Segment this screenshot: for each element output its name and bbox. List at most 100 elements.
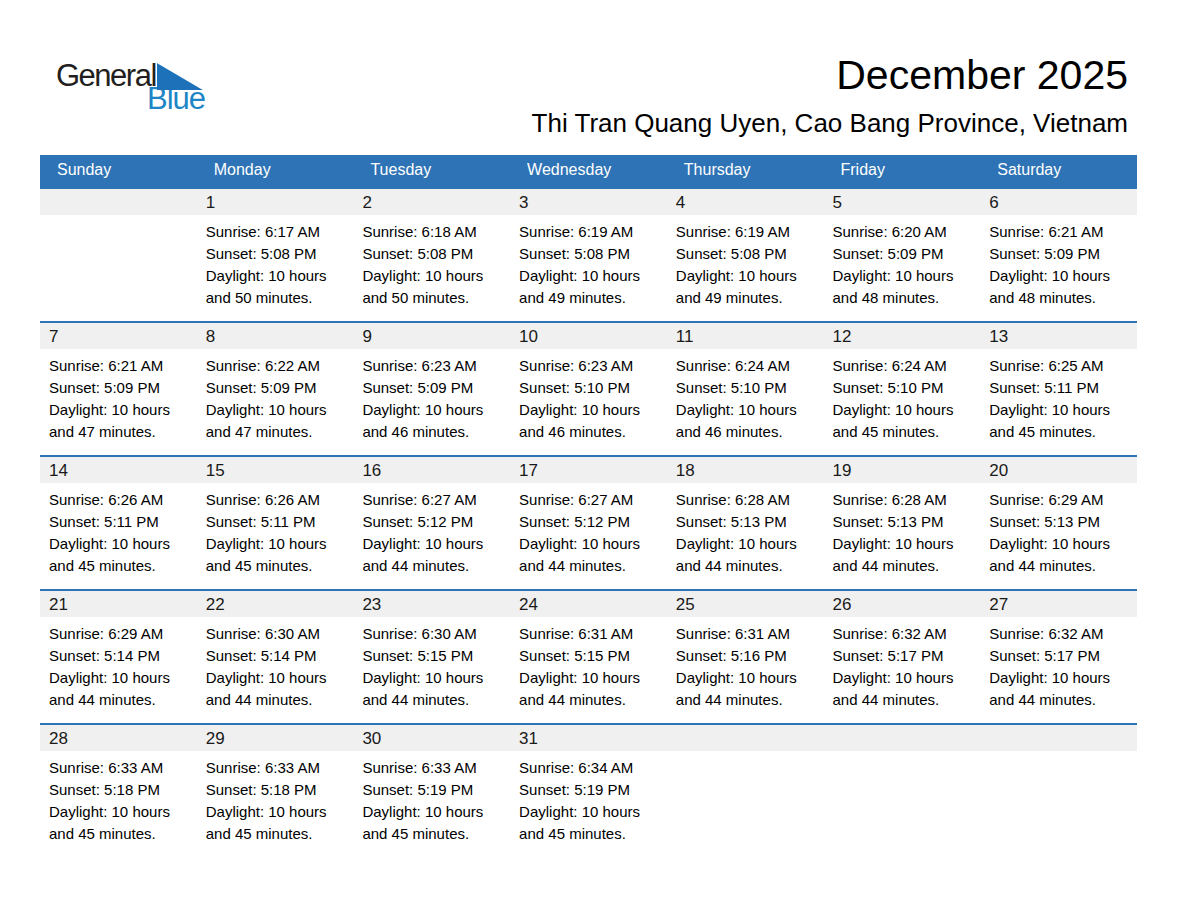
- detail-line: Sunset: 5:09 PM: [206, 377, 348, 399]
- detail-line: Daylight: 10 hours: [362, 533, 504, 555]
- day-cell: 21Sunrise: 6:29 AMSunset: 5:14 PMDayligh…: [40, 590, 197, 724]
- empty-day-cell: [824, 724, 981, 858]
- day-number: 22: [197, 591, 354, 617]
- detail-line: Daylight: 10 hours: [989, 265, 1131, 287]
- detail-line: Sunset: 5:17 PM: [833, 645, 975, 667]
- detail-line: Sunrise: 6:29 AM: [989, 489, 1131, 511]
- detail-line: Daylight: 10 hours: [519, 801, 661, 823]
- detail-line: Daylight: 10 hours: [989, 533, 1131, 555]
- day-details: Sunrise: 6:33 AMSunset: 5:19 PMDaylight:…: [353, 751, 510, 845]
- detail-line: Daylight: 10 hours: [362, 667, 504, 689]
- day-cell: 10Sunrise: 6:23 AMSunset: 5:10 PMDayligh…: [510, 322, 667, 456]
- day-details: Sunrise: 6:24 AMSunset: 5:10 PMDaylight:…: [667, 349, 824, 443]
- detail-line: and 44 minutes.: [362, 555, 504, 577]
- detail-line: Sunset: 5:09 PM: [49, 377, 191, 399]
- detail-line: Sunrise: 6:20 AM: [833, 221, 975, 243]
- detail-line: Sunset: 5:08 PM: [676, 243, 818, 265]
- detail-line: and 45 minutes.: [362, 823, 504, 845]
- detail-line: Sunrise: 6:21 AM: [49, 355, 191, 377]
- day-number: 27: [980, 591, 1137, 617]
- detail-line: Sunset: 5:11 PM: [206, 511, 348, 533]
- day-cell: 12Sunrise: 6:24 AMSunset: 5:10 PMDayligh…: [824, 322, 981, 456]
- day-number: 29: [197, 725, 354, 751]
- detail-line: Daylight: 10 hours: [676, 533, 818, 555]
- detail-line: Daylight: 10 hours: [362, 801, 504, 823]
- day-details: Sunrise: 6:26 AMSunset: 5:11 PMDaylight:…: [40, 483, 197, 577]
- day-number: 31: [510, 725, 667, 751]
- day-details: Sunrise: 6:19 AMSunset: 5:08 PMDaylight:…: [510, 215, 667, 309]
- detail-line: Daylight: 10 hours: [833, 265, 975, 287]
- detail-line: Daylight: 10 hours: [362, 265, 504, 287]
- day-number: 9: [353, 323, 510, 349]
- detail-line: Sunrise: 6:33 AM: [362, 757, 504, 779]
- day-number: 23: [353, 591, 510, 617]
- day-number: [980, 725, 1137, 751]
- detail-line: and 46 minutes.: [519, 421, 661, 443]
- day-details: Sunrise: 6:32 AMSunset: 5:17 PMDaylight:…: [824, 617, 981, 711]
- day-number: 15: [197, 457, 354, 483]
- detail-line: Daylight: 10 hours: [206, 399, 348, 421]
- detail-line: Daylight: 10 hours: [833, 399, 975, 421]
- detail-line: Sunrise: 6:33 AM: [206, 757, 348, 779]
- detail-line: Sunrise: 6:28 AM: [676, 489, 818, 511]
- day-number: 24: [510, 591, 667, 617]
- weekday-saturday: Saturday: [980, 155, 1137, 188]
- detail-line: Sunset: 5:19 PM: [519, 779, 661, 801]
- detail-line: Sunrise: 6:18 AM: [362, 221, 504, 243]
- day-number: 26: [824, 591, 981, 617]
- day-cell: 15Sunrise: 6:26 AMSunset: 5:11 PMDayligh…: [197, 456, 354, 590]
- detail-line: Sunset: 5:18 PM: [49, 779, 191, 801]
- day-details: Sunrise: 6:32 AMSunset: 5:17 PMDaylight:…: [980, 617, 1137, 711]
- day-details: Sunrise: 6:21 AMSunset: 5:09 PMDaylight:…: [40, 349, 197, 443]
- day-cell: 24Sunrise: 6:31 AMSunset: 5:15 PMDayligh…: [510, 590, 667, 724]
- day-cell: 22Sunrise: 6:30 AMSunset: 5:14 PMDayligh…: [197, 590, 354, 724]
- detail-line: Daylight: 10 hours: [676, 399, 818, 421]
- detail-line: Sunrise: 6:33 AM: [49, 757, 191, 779]
- detail-line: and 48 minutes.: [989, 287, 1131, 309]
- detail-line: and 49 minutes.: [676, 287, 818, 309]
- day-cell: 7Sunrise: 6:21 AMSunset: 5:09 PMDaylight…: [40, 322, 197, 456]
- detail-line: Daylight: 10 hours: [676, 265, 818, 287]
- detail-line: Daylight: 10 hours: [989, 399, 1131, 421]
- detail-line: Sunset: 5:19 PM: [362, 779, 504, 801]
- detail-line: and 45 minutes.: [989, 421, 1131, 443]
- day-cell: 13Sunrise: 6:25 AMSunset: 5:11 PMDayligh…: [980, 322, 1137, 456]
- detail-line: Sunrise: 6:32 AM: [833, 623, 975, 645]
- detail-line: Sunset: 5:15 PM: [519, 645, 661, 667]
- day-details: Sunrise: 6:23 AMSunset: 5:09 PMDaylight:…: [353, 349, 510, 443]
- day-details: Sunrise: 6:26 AMSunset: 5:11 PMDaylight:…: [197, 483, 354, 577]
- day-cell: 5Sunrise: 6:20 AMSunset: 5:09 PMDaylight…: [824, 188, 981, 322]
- day-cell: 8Sunrise: 6:22 AMSunset: 5:09 PMDaylight…: [197, 322, 354, 456]
- weekday-header-row: Sunday Monday Tuesday Wednesday Thursday…: [40, 155, 1137, 188]
- day-details: Sunrise: 6:30 AMSunset: 5:14 PMDaylight:…: [197, 617, 354, 711]
- detail-line: and 44 minutes.: [519, 555, 661, 577]
- day-details: Sunrise: 6:18 AMSunset: 5:08 PMDaylight:…: [353, 215, 510, 309]
- day-cell: 31Sunrise: 6:34 AMSunset: 5:19 PMDayligh…: [510, 724, 667, 858]
- day-cell: 14Sunrise: 6:26 AMSunset: 5:11 PMDayligh…: [40, 456, 197, 590]
- detail-line: and 45 minutes.: [206, 555, 348, 577]
- title-block: December 2025 Thi Tran Quang Uyen, Cao B…: [532, 52, 1128, 138]
- detail-line: Daylight: 10 hours: [49, 667, 191, 689]
- detail-line: Daylight: 10 hours: [519, 265, 661, 287]
- detail-line: Daylight: 10 hours: [49, 533, 191, 555]
- detail-line: Sunrise: 6:23 AM: [519, 355, 661, 377]
- empty-day-cell: [980, 724, 1137, 858]
- detail-line: Daylight: 10 hours: [833, 533, 975, 555]
- detail-line: Daylight: 10 hours: [519, 399, 661, 421]
- detail-line: Sunset: 5:12 PM: [362, 511, 504, 533]
- day-number: 5: [824, 189, 981, 215]
- detail-line: Sunrise: 6:24 AM: [676, 355, 818, 377]
- detail-line: Sunset: 5:11 PM: [49, 511, 191, 533]
- detail-line: Daylight: 10 hours: [519, 667, 661, 689]
- detail-line: Sunrise: 6:27 AM: [362, 489, 504, 511]
- day-number: 10: [510, 323, 667, 349]
- calendar-page: General Blue December 2025 Thi Tran Quan…: [0, 0, 1188, 918]
- detail-line: Sunrise: 6:19 AM: [519, 221, 661, 243]
- day-number: 7: [40, 323, 197, 349]
- day-number: [667, 725, 824, 751]
- calendar-body: 1Sunrise: 6:17 AMSunset: 5:08 PMDaylight…: [40, 188, 1137, 858]
- detail-line: and 45 minutes.: [49, 555, 191, 577]
- detail-line: Daylight: 10 hours: [49, 399, 191, 421]
- detail-line: and 44 minutes.: [676, 555, 818, 577]
- detail-line: Sunrise: 6:17 AM: [206, 221, 348, 243]
